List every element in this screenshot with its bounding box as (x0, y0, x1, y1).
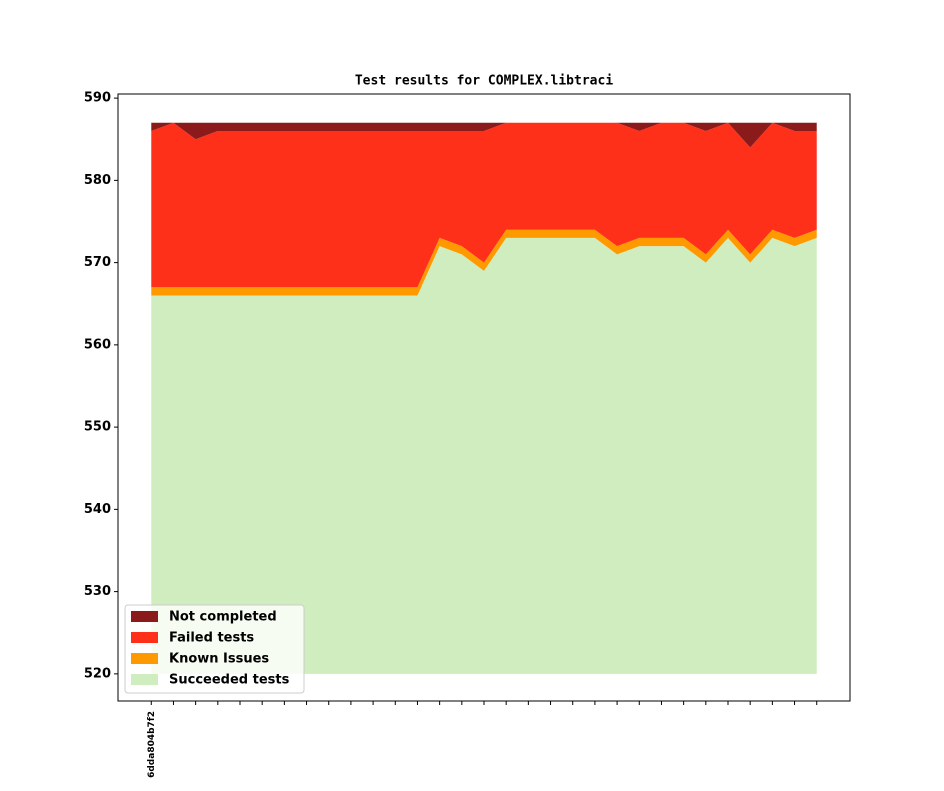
legend-swatch (131, 653, 158, 664)
chart-title: Test results for COMPLEX.libtraci (355, 74, 613, 89)
legend-box (124, 604, 305, 694)
area (151, 122, 817, 148)
legend: Not completed Failed tests Known Issues Suc… (124, 604, 305, 694)
y-tick-label: 530 (84, 584, 111, 599)
y-tick-label: 590 (84, 91, 111, 106)
legend-swatch (131, 674, 158, 685)
y-tick-label: 550 (84, 420, 111, 435)
legend-label: Failed tests (169, 631, 254, 646)
legend-swatch (131, 611, 158, 622)
legend-swatch (131, 632, 158, 643)
y-tick-label: 570 (84, 255, 111, 270)
area (151, 237, 817, 674)
y-tick-label: 540 (84, 502, 111, 517)
y-tick-label: 520 (84, 666, 111, 681)
y-tick-label: 580 (84, 173, 111, 188)
x-tick-label: 6dda804b7f2 (147, 711, 157, 778)
y-tick-label: 560 (84, 337, 111, 352)
legend-label: Succeeded tests (169, 673, 290, 688)
legend-label: Known Issues (169, 652, 269, 667)
area (151, 122, 817, 288)
legend-label: Not completed (169, 610, 277, 625)
